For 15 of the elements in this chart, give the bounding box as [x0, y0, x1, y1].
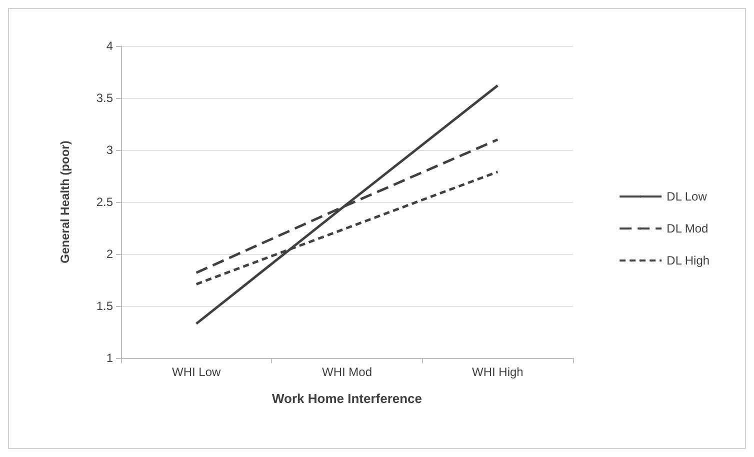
y-tick-label: 1.5 [96, 299, 114, 313]
x-tick-label: WHI High [472, 365, 524, 379]
legend-label: DL High [666, 254, 710, 268]
y-tick-label: 3 [106, 143, 114, 157]
y-tick-label: 3.5 [96, 91, 114, 105]
y-tick-label: 4 [106, 39, 114, 53]
x-axis-title: Work Home Interference [272, 391, 422, 406]
y-tick-label: 1 [106, 351, 114, 365]
y-tick-label: 2.5 [96, 195, 114, 209]
legend-label: DL Mod [666, 222, 708, 236]
legend-label: DL Low [666, 190, 708, 204]
y-axis-title: General Health (poor) [58, 140, 72, 264]
x-tick-label: WHI Mod [322, 365, 372, 379]
x-tick-label: WHI Low [172, 365, 221, 379]
y-tick-label: 2 [106, 247, 114, 261]
